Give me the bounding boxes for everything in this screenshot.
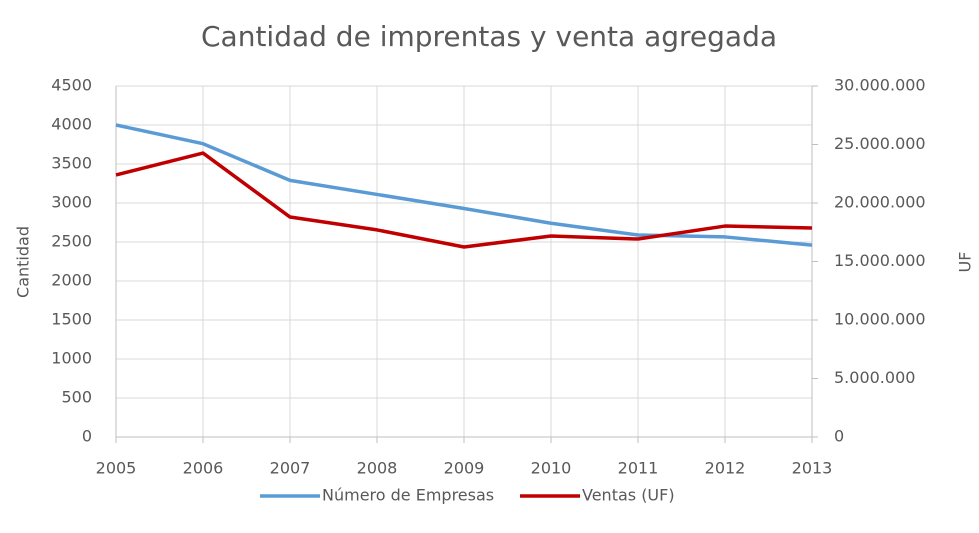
x-tick-label: 2007 — [270, 459, 311, 478]
y-tick-label: 2500 — [51, 232, 92, 251]
y-tick-label: 500 — [61, 388, 92, 407]
x-tick-label: 2013 — [792, 459, 833, 478]
y-axis-label: Cantidad — [14, 226, 33, 298]
y-tick-label: 3500 — [51, 154, 92, 173]
legend-label: Número de Empresas — [322, 486, 494, 505]
y-tick-label: 3000 — [51, 193, 92, 212]
x-tick-label: 2005 — [96, 459, 137, 478]
x-tick-label: 2009 — [444, 459, 485, 478]
legend-label: Ventas (UF) — [582, 486, 675, 505]
chart-title: Cantidad de imprentas y venta agregada — [201, 20, 777, 53]
y-tick-label: 2000 — [51, 271, 92, 290]
y-tick-label: 1000 — [51, 349, 92, 368]
y-tick-label: 4000 — [51, 115, 92, 134]
line-series — [115, 123, 813, 247]
line-series — [115, 151, 813, 249]
y2-tick-label: 20.000.000 — [834, 193, 926, 212]
y-tick-label: 0 — [82, 427, 92, 446]
y-tick-label: 1500 — [51, 310, 92, 329]
y-tick-label: 4500 — [51, 76, 92, 95]
y2-tick-label: 25.000.000 — [834, 134, 926, 153]
x-tick-label: 2010 — [531, 459, 572, 478]
y2-tick-label: 30.000.000 — [834, 76, 926, 95]
y2-tick-label: 10.000.000 — [834, 310, 926, 329]
y2-tick-label: 5.000.000 — [834, 368, 915, 387]
x-tick-label: 2011 — [618, 459, 659, 478]
x-tick-label: 2008 — [357, 459, 398, 478]
y2-tick-label: 15.000.000 — [834, 251, 926, 270]
x-tick-label: 2006 — [183, 459, 224, 478]
x-tick-label: 2012 — [705, 459, 746, 478]
y2-axis-label: UF — [956, 252, 975, 273]
y2-tick-label: 0 — [834, 427, 844, 446]
